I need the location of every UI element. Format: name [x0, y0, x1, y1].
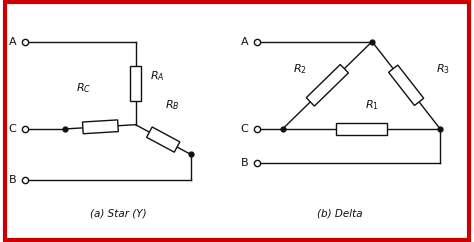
Bar	[306, 65, 348, 106]
Bar	[336, 123, 387, 135]
Bar	[82, 120, 118, 134]
Bar	[146, 127, 180, 152]
Text: B: B	[9, 175, 16, 185]
Bar	[389, 65, 424, 106]
Text: C: C	[9, 124, 16, 134]
Text: A: A	[241, 37, 248, 47]
Text: $R_1$: $R_1$	[365, 98, 379, 112]
Text: $R_A$: $R_A$	[150, 69, 165, 83]
Text: C: C	[241, 124, 248, 134]
Text: $R_B$: $R_B$	[165, 98, 180, 112]
Text: A: A	[9, 37, 16, 47]
Text: B: B	[241, 158, 248, 168]
Bar	[130, 66, 141, 101]
Text: $R_2$: $R_2$	[293, 62, 307, 76]
Text: (b) Delta: (b) Delta	[317, 208, 363, 218]
Text: $R_C$: $R_C$	[76, 81, 91, 95]
Text: (a) Star (Y): (a) Star (Y)	[90, 208, 147, 218]
Text: $R_3$: $R_3$	[436, 62, 450, 76]
